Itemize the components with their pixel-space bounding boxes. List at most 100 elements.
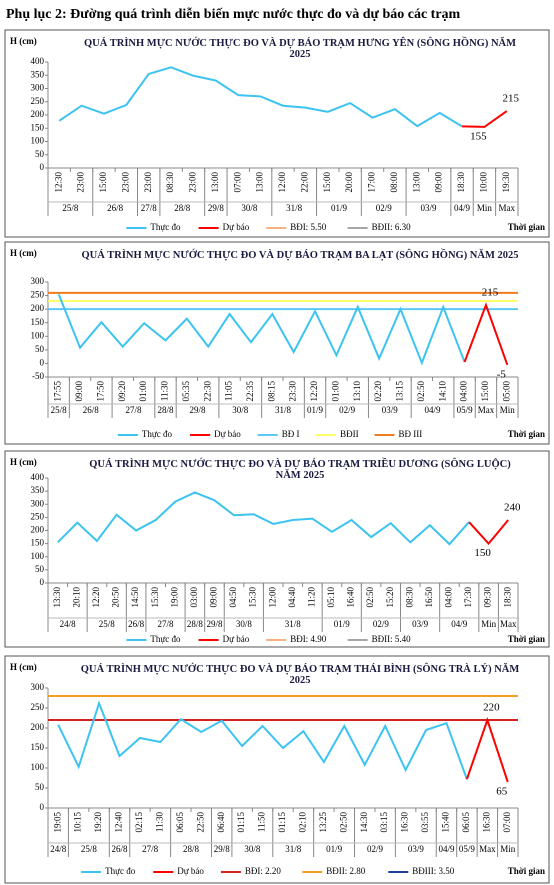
- date-label: 04/9: [425, 405, 442, 415]
- date-label: 02/9: [367, 844, 384, 854]
- legend-label: BĐ III: [399, 429, 423, 439]
- x-tick-label: 04:50: [228, 587, 238, 608]
- date-label: 01/9: [326, 844, 343, 854]
- data-label: 150: [474, 547, 491, 559]
- x-tick-label: 22:00: [299, 172, 309, 193]
- date-label: 03/9: [382, 405, 399, 415]
- x-tick-label: 15:30: [150, 587, 160, 608]
- x-tick-label: 12:00: [267, 587, 277, 608]
- y-tick-label: 100: [31, 762, 45, 772]
- date-label: 26/8: [112, 844, 129, 854]
- data-label: 65: [496, 786, 508, 798]
- date-label: 29/8: [214, 844, 231, 854]
- x-tick-label: 10:00: [478, 172, 488, 193]
- date-label: 31/8: [275, 405, 292, 415]
- y-tick-label: 50: [35, 564, 45, 574]
- y-tick-label: 100: [31, 551, 45, 561]
- x-tick-label: 17:00: [367, 172, 377, 193]
- x-tick-label: 15:30: [248, 587, 258, 608]
- date-label: 27/8: [157, 619, 174, 629]
- x-tick-label: 20:10: [71, 587, 81, 608]
- date-label: 31/8: [286, 203, 303, 213]
- legend-label: Thực đo: [150, 222, 181, 232]
- date-label: 31/8: [285, 844, 302, 854]
- x-tick-label: 12:20: [309, 381, 319, 402]
- x-tick-label: 09:00: [209, 587, 219, 608]
- legend-label: BĐI: 2.20: [245, 866, 282, 876]
- date-label: 30/8: [241, 203, 258, 213]
- y-tick-label: 150: [31, 122, 45, 132]
- y-tick-label: 0: [40, 577, 45, 587]
- legend-label: BĐI: 4.90: [290, 634, 327, 644]
- y-tick-label: 200: [31, 722, 45, 732]
- date-label: 24/8: [60, 619, 77, 629]
- y-tick-label: 50: [35, 344, 45, 354]
- y-tick-label: 250: [31, 96, 45, 106]
- date-label: 27/8: [142, 844, 159, 854]
- x-tick-label: 20:50: [111, 587, 121, 608]
- legend-label: Thực đo: [105, 866, 136, 876]
- legend-label: BĐII: 5.40: [372, 634, 411, 644]
- x-tick-label: 15:00: [322, 172, 332, 193]
- x-tick-label: 13:00: [411, 172, 421, 193]
- x-tick-label: 02:10: [297, 812, 307, 833]
- x-tick-label: 19:20: [93, 812, 103, 833]
- chart-title: QUÁ TRÌNH MỰC NƯỚC THỰC ĐO VÀ DỰ BÁO TRẠ…: [89, 459, 511, 481]
- date-label: Max: [479, 844, 496, 854]
- x-tick-label: 19:05: [52, 812, 62, 833]
- heading: Phụ lục 2: Đường quá trình diễn biến mực…: [6, 6, 461, 22]
- y-tick-label: 200: [31, 109, 45, 119]
- x-tick-label: 16:40: [346, 587, 356, 608]
- x-tick-label: 11:20: [306, 587, 316, 608]
- x-tick-label: 12:40: [114, 812, 124, 833]
- x-tick-label: 08:30: [165, 172, 175, 193]
- chart-title: QUÁ TRÌNH MỰC NƯỚC THỰC ĐO VÀ DỰ BÁO TRẠ…: [81, 250, 519, 261]
- y-axis-label: H (cm): [10, 248, 37, 258]
- date-label: 25/8: [81, 844, 98, 854]
- y-tick-label: 50: [35, 149, 45, 159]
- x-tick-label: 05:00: [501, 381, 511, 402]
- x-tick-label: 17:30: [463, 587, 473, 608]
- x-tick-label: 13:30: [52, 587, 62, 608]
- x-tick-label: 15:40: [441, 812, 451, 833]
- y-tick-label: 250: [31, 511, 45, 521]
- x-tick-label: 15:00: [98, 172, 108, 193]
- date-label: Min: [481, 619, 497, 629]
- x-tick-label: 23:00: [76, 172, 86, 193]
- y-tick-label: 350: [31, 485, 45, 495]
- y-tick-label: 300: [31, 682, 45, 692]
- x-tick-label: 12:00: [277, 172, 287, 193]
- y-tick-label: 400: [31, 472, 45, 482]
- x-tick-label: 04:00: [459, 381, 469, 402]
- x-tick-label: 09:00: [434, 172, 444, 193]
- x-tick-label: 23:00: [188, 172, 198, 193]
- y-axis-label: H (cm): [10, 457, 37, 467]
- series-line: [462, 110, 508, 128]
- x-tick-label: 08:30: [404, 587, 414, 608]
- legend-label: Dự báo: [223, 222, 250, 232]
- y-tick-label: 250: [31, 702, 45, 712]
- legend-label: BĐII: 2.80: [326, 866, 365, 876]
- x-tick-label: 11:30: [160, 381, 170, 402]
- x-tick-label: 15:00: [480, 381, 490, 402]
- date-label: Min: [500, 844, 516, 854]
- data-label: -5: [497, 368, 507, 380]
- legend-label: Dự báo: [214, 429, 241, 439]
- x-tick-label: 01:00: [138, 381, 148, 402]
- x-tick-label: 09:30: [483, 587, 493, 608]
- x-tick-label: 15:20: [385, 587, 395, 608]
- date-label: 28/8: [157, 405, 174, 415]
- x-axis-label: Thời gian: [508, 429, 545, 439]
- date-label: 03/9: [420, 203, 437, 213]
- x-tick-label: 02:20: [373, 381, 383, 402]
- x-tick-label: 18:30: [456, 172, 466, 193]
- date-label: 04/9: [454, 203, 471, 213]
- x-axis-label: Thời gian: [508, 634, 545, 644]
- x-tick-label: 20:00: [344, 172, 354, 193]
- y-tick-label: 0: [40, 357, 45, 367]
- series-line: [465, 716, 509, 783]
- date-label: 25/8: [99, 619, 116, 629]
- chart-frame: [4, 241, 550, 445]
